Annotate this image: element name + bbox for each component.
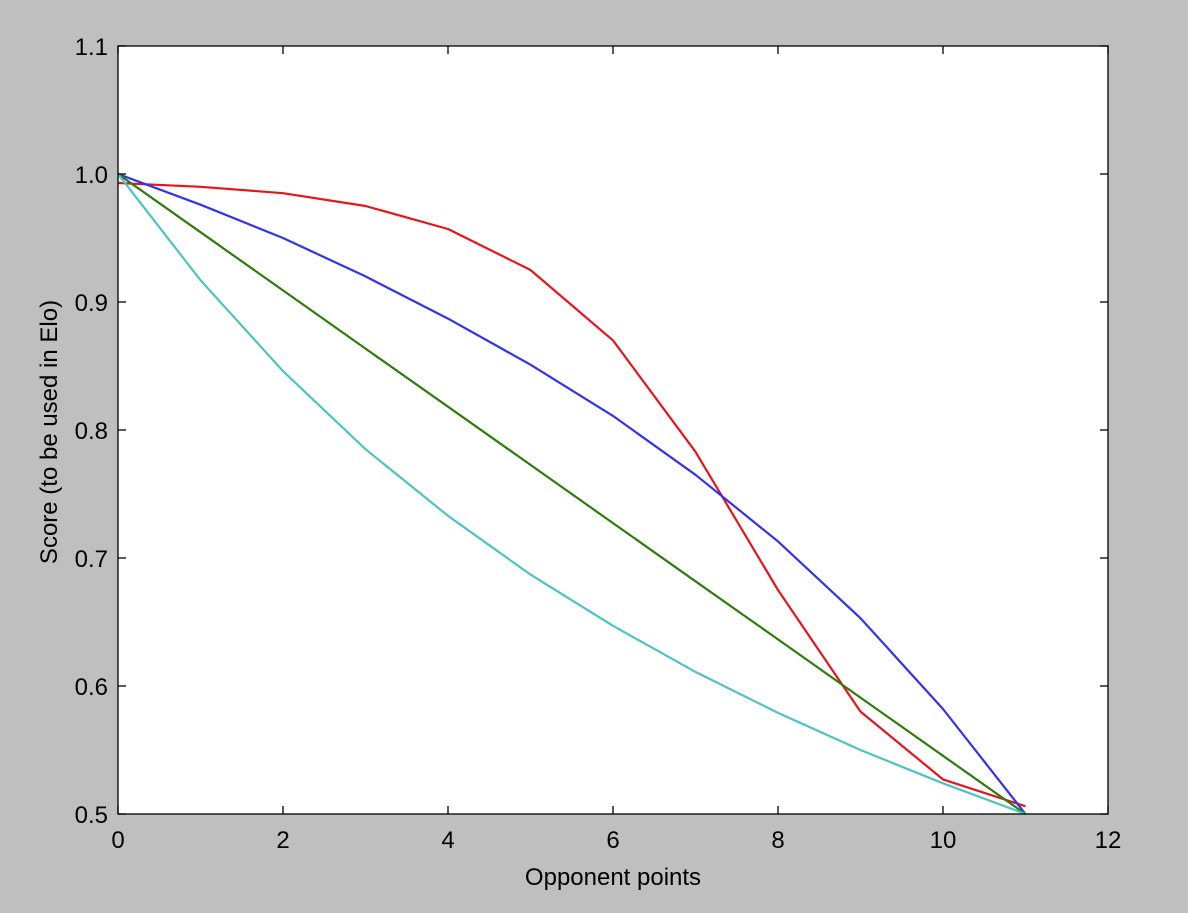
y-tick-label: 0.7 (75, 546, 108, 573)
x-tick-label: 4 (441, 827, 454, 854)
series-layer (117, 172, 1027, 816)
tick-labels-layer: 0 2 4 6 8 10 12 0.5 0.6 0.7 0.8 0.9 1.0 1.1 (75, 34, 1122, 854)
y-tick-label: 1.1 (75, 34, 108, 61)
x-tick-label: 12 (1095, 827, 1122, 854)
plot-area (118, 46, 1108, 814)
x-tick-label: 2 (276, 827, 289, 854)
series-line-3 (117, 173, 1027, 815)
x-tick-label: 0 (111, 827, 124, 854)
x-tick-label: 6 (606, 827, 619, 854)
y-tick-label: 0.6 (75, 674, 108, 701)
y-tick-label: 0.5 (75, 802, 108, 829)
series-line-2 (117, 172, 1027, 815)
y-tick-label: 1.0 (75, 162, 108, 189)
x-tick-label: 10 (930, 827, 957, 854)
plot-frame (117, 45, 1109, 815)
x-tick-label: 8 (771, 827, 784, 854)
y-tick-label: 0.8 (75, 418, 108, 445)
series-line-4 (117, 173, 1026, 816)
y-tick-label: 0.9 (75, 290, 108, 317)
series-line-1 (117, 181, 1026, 808)
x-axis-label: Opponent points (525, 864, 701, 891)
y-axis-label: Score (to be used in Elo) (36, 300, 63, 564)
